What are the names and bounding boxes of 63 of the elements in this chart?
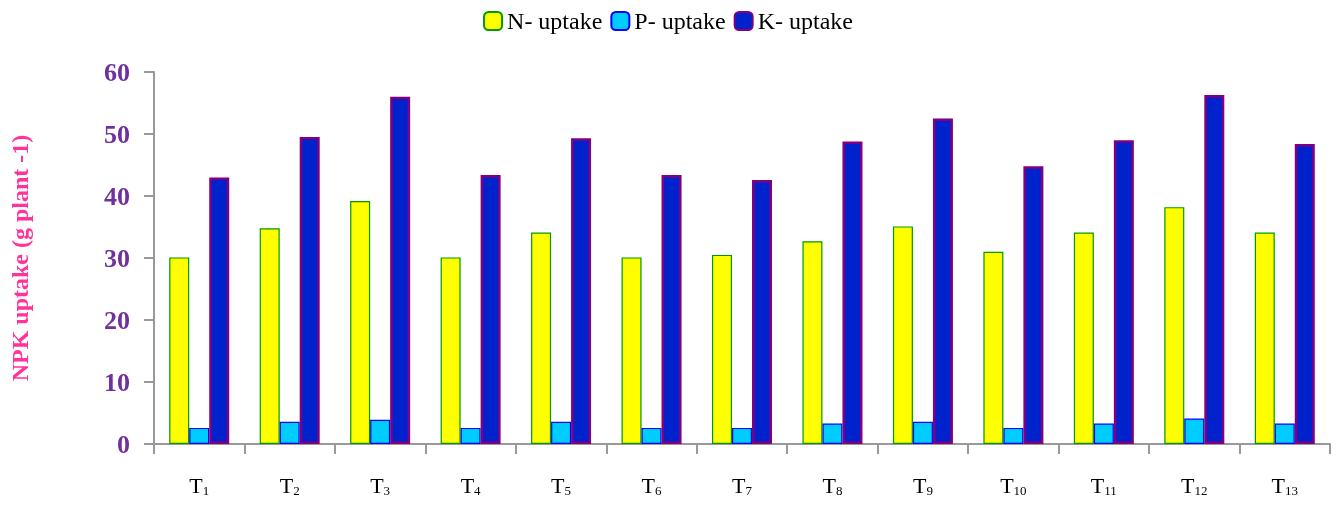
bar [299,137,320,444]
bar [1113,140,1134,444]
bar [571,138,592,444]
bar [1023,166,1044,444]
bar [531,232,552,444]
x-tick-label: T5 [551,473,572,498]
bar [189,427,210,444]
y-tick-label: 0 [117,429,130,459]
y-axis-title: NPK uptake (g plant -1) [7,134,33,382]
bar [983,251,1004,444]
bar [1003,427,1024,444]
x-tick-label: T11 [1090,473,1117,498]
bar [822,423,843,444]
x-tick-label: T10 [1000,473,1027,498]
bar [350,200,371,444]
bar [932,118,953,444]
bar [1073,232,1094,444]
bar [892,226,913,444]
y-tick-label: 50 [104,119,130,149]
bar [712,254,732,444]
x-tick-label: T8 [822,473,843,498]
bar [661,174,682,444]
legend-label: N- uptake [507,8,603,34]
x-tick-label: T6 [641,473,663,498]
bar [1164,207,1185,444]
bar [279,421,300,444]
bar [732,427,752,444]
bar [752,179,772,444]
bar [1184,418,1205,444]
bar [802,241,823,444]
x-tick-label: T1 [189,473,210,498]
x-tick-label: T4 [460,473,482,498]
bar [842,141,863,444]
x-tick-label: T7 [732,473,753,498]
y-tick-label: 60 [104,57,130,87]
bar [209,177,230,444]
bar [1294,143,1315,444]
bar [1204,94,1225,444]
legend-label: K- uptake [757,8,853,34]
bar [440,257,461,444]
bar [390,96,411,444]
y-tick-label: 20 [104,305,130,335]
bar [480,174,501,444]
bar [460,427,481,444]
legend-label: P- uptake [634,8,726,34]
bar [259,228,280,444]
bar [641,427,662,444]
bar [1093,423,1114,444]
bar [912,421,933,444]
y-tick-label: 40 [104,181,130,211]
x-tick-label: T13 [1271,473,1298,498]
y-tick-label: 30 [104,243,130,273]
x-tick-label: T12 [1181,473,1208,498]
bar [169,257,190,444]
bar [370,419,391,444]
bar [621,257,642,444]
bar [1254,232,1275,444]
x-tick-label: T9 [912,473,933,498]
y-tick-label: 10 [104,367,130,397]
bar [551,421,572,444]
x-tick-label: T2 [279,473,300,498]
x-tick-label: T3 [370,473,391,498]
bar [1274,423,1295,444]
